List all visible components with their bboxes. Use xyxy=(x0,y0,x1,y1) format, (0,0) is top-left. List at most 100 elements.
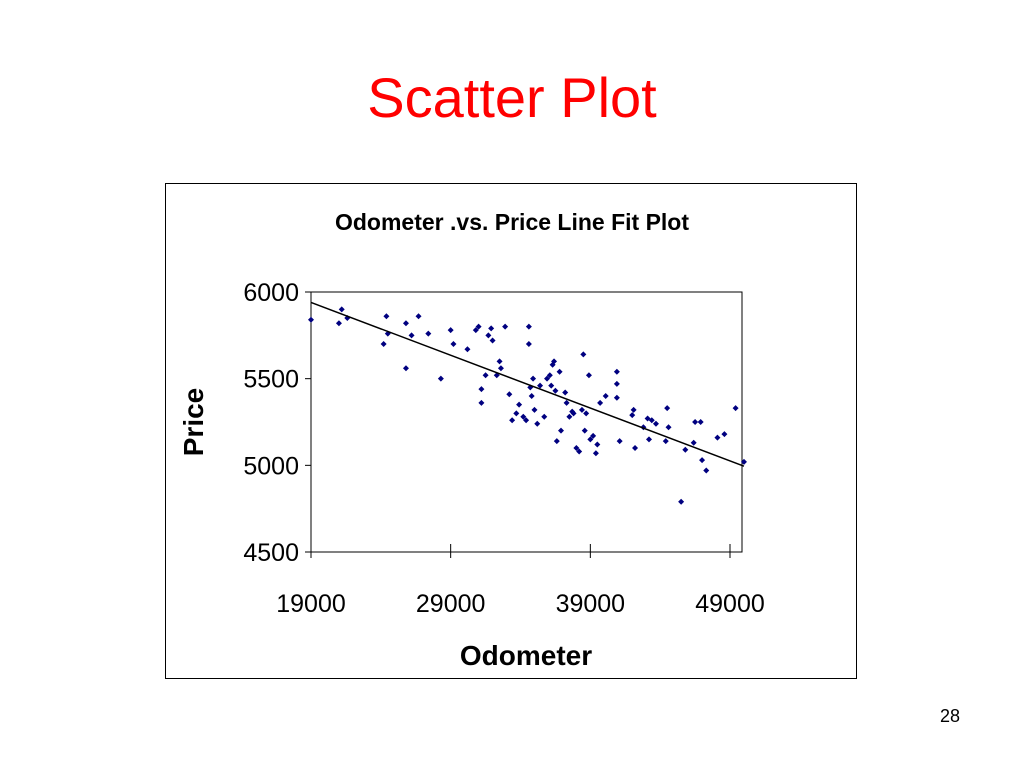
data-point xyxy=(590,432,597,439)
data-point xyxy=(525,323,532,330)
data-point xyxy=(732,405,739,412)
data-point xyxy=(616,438,623,445)
data-point xyxy=(523,417,530,424)
data-point xyxy=(447,327,454,334)
data-point xyxy=(585,372,592,379)
y-tick-labels: 6000 5500 5000 4500 xyxy=(243,279,299,567)
data-point xyxy=(475,323,482,330)
y-axis-label: Price xyxy=(178,388,209,457)
data-point xyxy=(380,341,387,347)
data-point xyxy=(699,457,706,464)
data-point xyxy=(551,358,558,365)
data-point xyxy=(513,410,520,417)
y-axis-ticks xyxy=(305,291,311,553)
data-point xyxy=(578,406,585,413)
x-tick-labels: 19000 29000 39000 49000 xyxy=(276,590,765,618)
data-point xyxy=(478,399,485,406)
data-point xyxy=(537,382,544,389)
y-tick-label: 6000 xyxy=(243,279,299,307)
data-point xyxy=(408,332,415,339)
data-point xyxy=(594,441,601,448)
data-point xyxy=(544,375,551,382)
data-point xyxy=(496,358,503,365)
slide-title: Scatter Plot xyxy=(367,66,657,129)
chart-title: Odometer .vs. Price Line Fit Plot xyxy=(335,209,689,235)
data-point xyxy=(502,323,509,330)
data-point xyxy=(488,325,495,332)
data-point xyxy=(516,401,523,408)
data-point xyxy=(553,438,560,445)
data-point xyxy=(566,413,573,420)
data-point xyxy=(613,368,620,375)
data-point xyxy=(520,413,527,420)
data-point xyxy=(690,439,697,446)
data-point xyxy=(721,431,728,438)
data-point xyxy=(552,387,559,394)
data-point xyxy=(562,389,569,396)
data-point xyxy=(509,417,516,424)
data-point xyxy=(587,436,594,443)
data-point xyxy=(464,346,471,353)
data-point xyxy=(528,393,535,399)
data-point xyxy=(527,384,534,391)
data-point xyxy=(645,436,652,443)
data-point xyxy=(338,306,345,313)
x-tick-label: 19000 xyxy=(276,590,346,618)
data-point xyxy=(425,330,432,337)
data-point xyxy=(482,372,489,379)
page-number: 28 xyxy=(939,706,961,726)
data-point xyxy=(525,341,532,347)
data-point xyxy=(714,434,721,441)
data-point xyxy=(613,380,620,387)
data-point xyxy=(692,419,699,425)
data-point xyxy=(682,446,689,453)
data-point xyxy=(640,424,647,431)
data-point xyxy=(597,399,604,406)
data-point xyxy=(472,327,479,334)
data-point xyxy=(592,450,599,457)
data-point xyxy=(308,316,314,323)
data-point xyxy=(613,394,620,401)
data-point xyxy=(652,420,659,427)
data-point xyxy=(402,365,409,372)
data-point xyxy=(415,313,422,320)
data-point xyxy=(383,313,390,320)
data-point xyxy=(485,332,492,339)
data-point xyxy=(558,427,565,434)
data-point xyxy=(629,412,636,419)
data-point xyxy=(583,410,590,417)
y-tick-label: 5500 xyxy=(243,366,299,394)
data-point xyxy=(541,413,548,420)
data-point xyxy=(665,424,672,431)
data-point xyxy=(531,406,538,413)
data-point xyxy=(632,445,639,451)
x-tick-label: 49000 xyxy=(695,590,765,618)
data-point xyxy=(662,438,669,445)
data-point xyxy=(648,417,655,424)
fit-line xyxy=(310,301,745,467)
data-point xyxy=(573,445,580,451)
data-point xyxy=(570,410,577,417)
data-point xyxy=(534,420,541,427)
data-point xyxy=(497,365,504,372)
data-point xyxy=(576,448,583,455)
data-point xyxy=(335,320,342,327)
data-point xyxy=(602,393,609,399)
data-point xyxy=(581,427,588,434)
data-point xyxy=(548,382,555,389)
data-point xyxy=(580,351,587,358)
data-point xyxy=(697,419,704,425)
data-point xyxy=(740,458,747,465)
data-point xyxy=(450,341,457,347)
data-point xyxy=(664,405,671,412)
data-point xyxy=(344,315,351,321)
data-point xyxy=(530,375,537,382)
y-tick-label: 4500 xyxy=(243,539,299,567)
scatter-chart: Odometer .vs. Price Line Fit Plot 6000 55… xyxy=(178,209,765,671)
data-point xyxy=(402,320,409,327)
data-point xyxy=(563,399,570,406)
x-axis-ticks xyxy=(310,544,731,558)
y-tick-label: 5000 xyxy=(243,452,299,480)
data-point xyxy=(506,391,513,398)
data-point xyxy=(703,467,710,474)
